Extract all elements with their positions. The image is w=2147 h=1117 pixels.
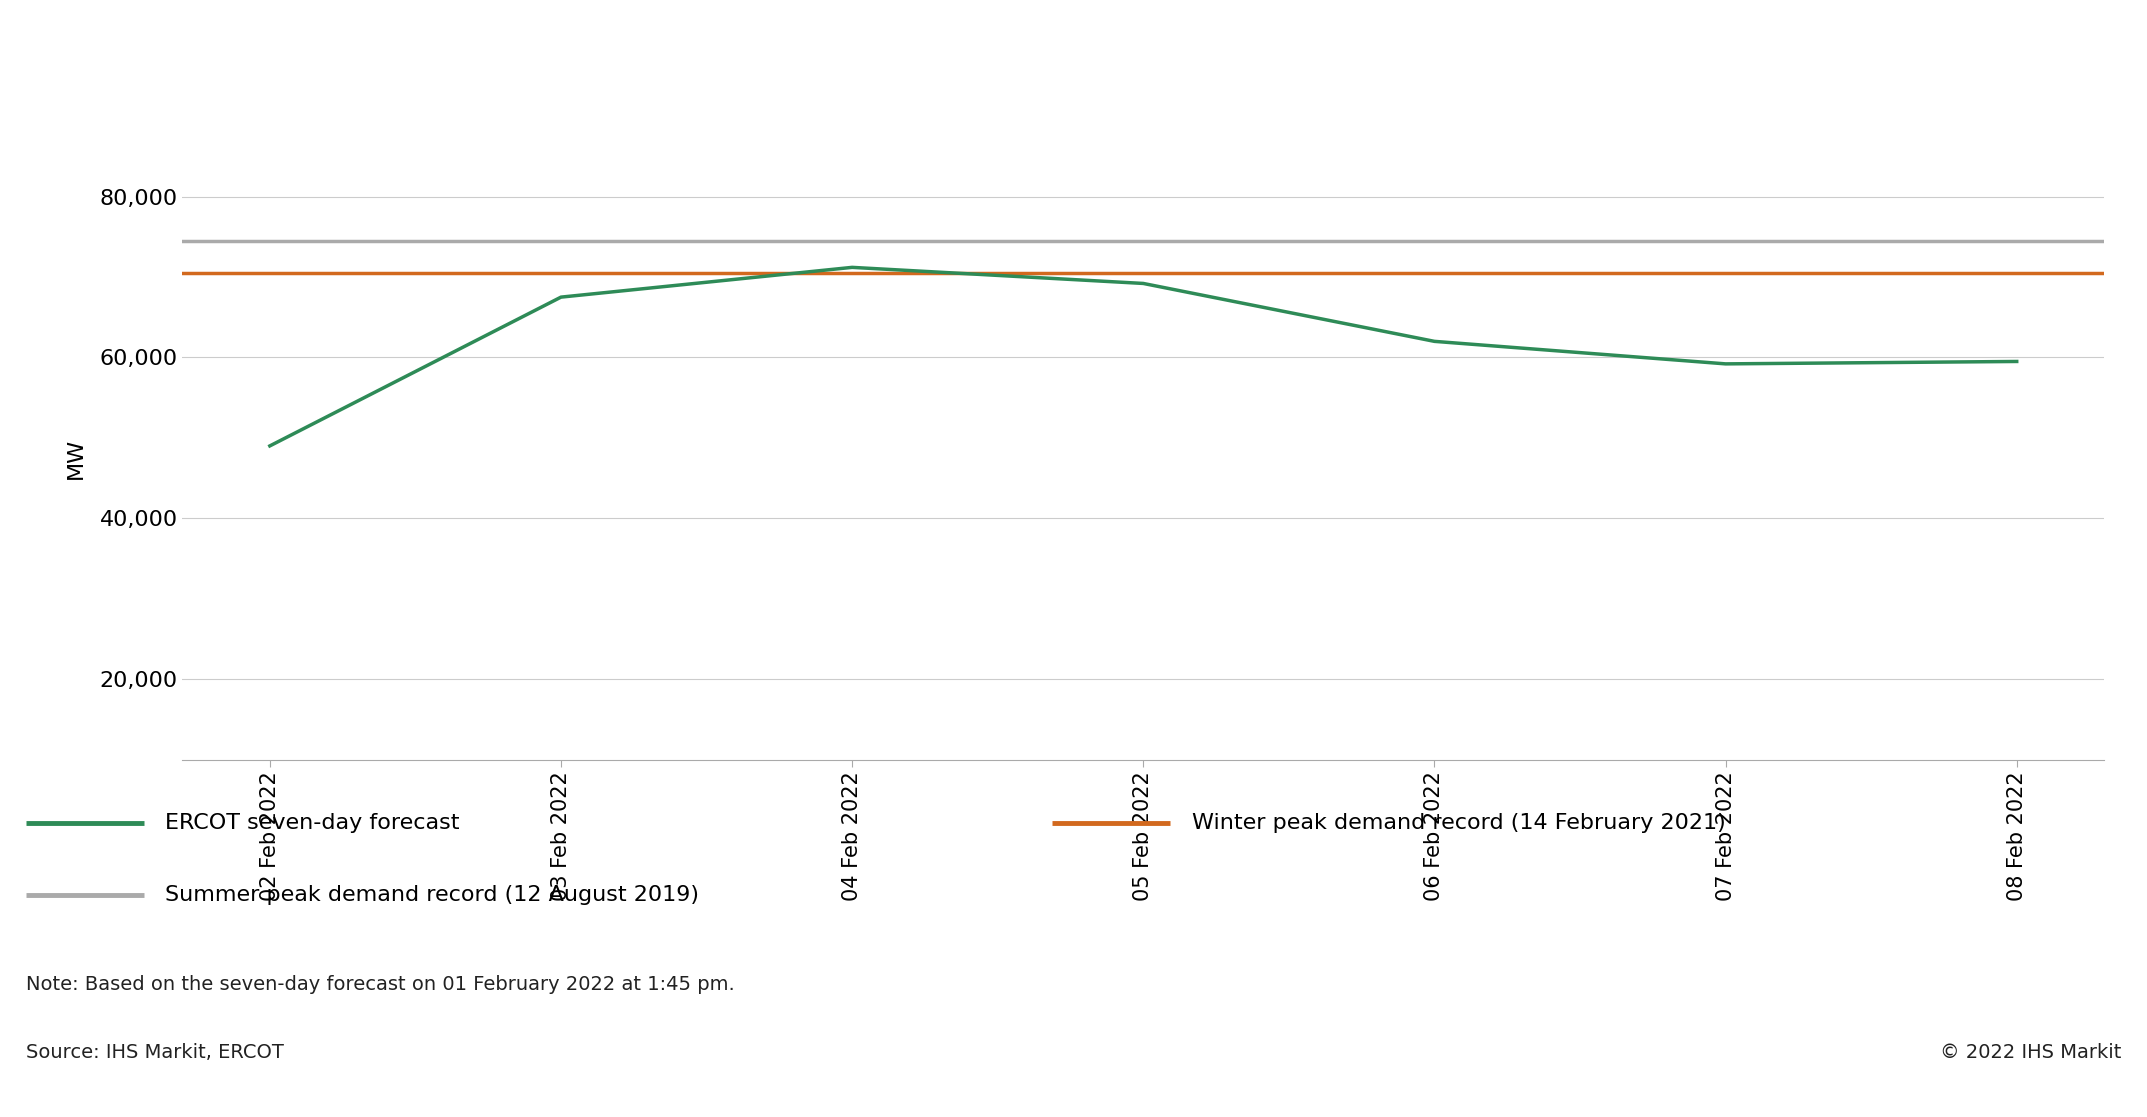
- Text: Winter peak demand record (14 February 2021): Winter peak demand record (14 February 2…: [1192, 812, 1726, 832]
- Text: Note: Based on the seven-day forecast on 01 February 2022 at 1:45 pm.: Note: Based on the seven-day forecast on…: [26, 975, 734, 994]
- Text: Summer peak demand record (12 August 2019): Summer peak demand record (12 August 201…: [165, 885, 700, 905]
- Text: ERCOT seven-day forecast: ERCOT seven-day forecast: [165, 812, 459, 832]
- Text: ERCOT daily peak electricity demand forecast: ERCOT daily peak electricity demand fore…: [26, 57, 958, 90]
- Y-axis label: MW: MW: [67, 438, 86, 478]
- Text: © 2022 IHS Markit: © 2022 IHS Markit: [1941, 1043, 2121, 1062]
- Text: Source: IHS Markit, ERCOT: Source: IHS Markit, ERCOT: [26, 1043, 283, 1062]
